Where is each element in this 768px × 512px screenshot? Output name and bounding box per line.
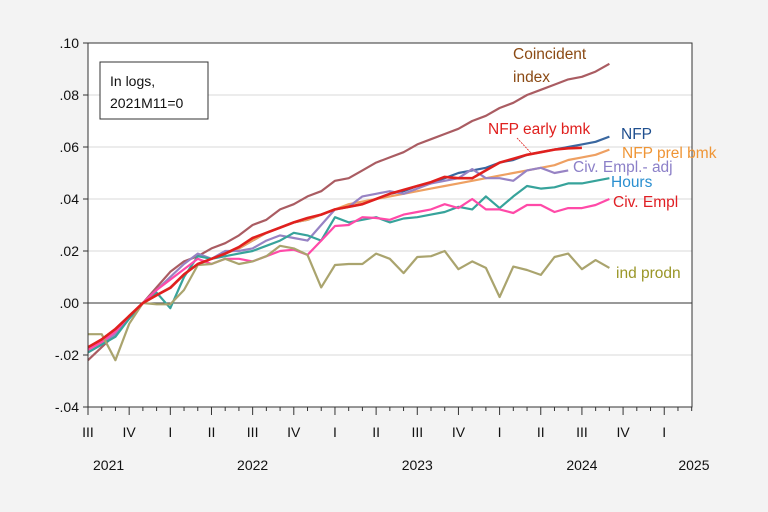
series-line-civ-empl-adj [87,166,569,354]
x-year-label: 2022 [237,457,268,473]
x-year-label: 2025 [678,457,709,473]
y-tick-label: .00 [60,295,80,311]
y-tick-label: -.04 [55,399,79,415]
y-tick-label: .06 [60,139,80,155]
annotation-line-2: 2021M11=0 [110,95,184,111]
series-label-nfp: NFP [621,126,652,143]
x-quarter-label: II [372,424,380,440]
nfp-early-bmk-leader-line [516,137,533,155]
series-label-coincident-index: index [513,69,550,86]
x-quarter-label: III [247,424,259,440]
x-quarter-label: IV [452,424,466,440]
y-tick-label: -.02 [55,347,79,363]
series-label-ind-prodn: ind prodn [616,265,681,282]
x-year-label: 2024 [566,457,597,473]
y-tick-label: .02 [60,243,80,259]
annotation-box: In logs, 2021M11=0 [99,61,209,120]
x-quarter-label: I [168,424,172,440]
annotation-line-1: In logs, [110,73,155,89]
series-line-nfp-early-bmk [87,146,582,349]
x-quarter-label: III [82,424,94,440]
x-quarter-label: III [576,424,588,440]
series-line-ind-prodn [88,244,610,362]
x-year-label: 2021 [93,457,124,473]
x-quarter-label: IV [616,424,630,440]
x-year-label: 2023 [402,457,433,473]
x-quarter-label: II [537,424,545,440]
series-label-civ-empl-adj: Civ. Empl.- adj [573,159,673,176]
series-line-hours [87,177,610,354]
x-quarter-label: I [662,424,666,440]
x-quarter-label: II [208,424,216,440]
series-label-hours: Hours [611,174,653,191]
series-label-civ-empl: Civ. Empl [613,194,678,211]
series-label-nfp-prel-bmk: NFP prel bmk [622,145,717,162]
y-tick-label: .10 [60,35,80,51]
y-tick-label: .04 [60,191,80,207]
x-quarter-label: IV [123,424,137,440]
series-line-civ-empl [87,197,610,351]
series-line-coincident-index [87,62,610,361]
x-quarter-label: III [411,424,423,440]
x-quarter-label: I [498,424,502,440]
series-label-nfp-early-bmk: NFP early bmk [488,121,590,138]
x-quarter-label: I [333,424,337,440]
y-tick-label: .08 [60,87,80,103]
series-label-coincident-index: Coincident [513,46,587,63]
x-quarter-label: IV [287,424,301,440]
